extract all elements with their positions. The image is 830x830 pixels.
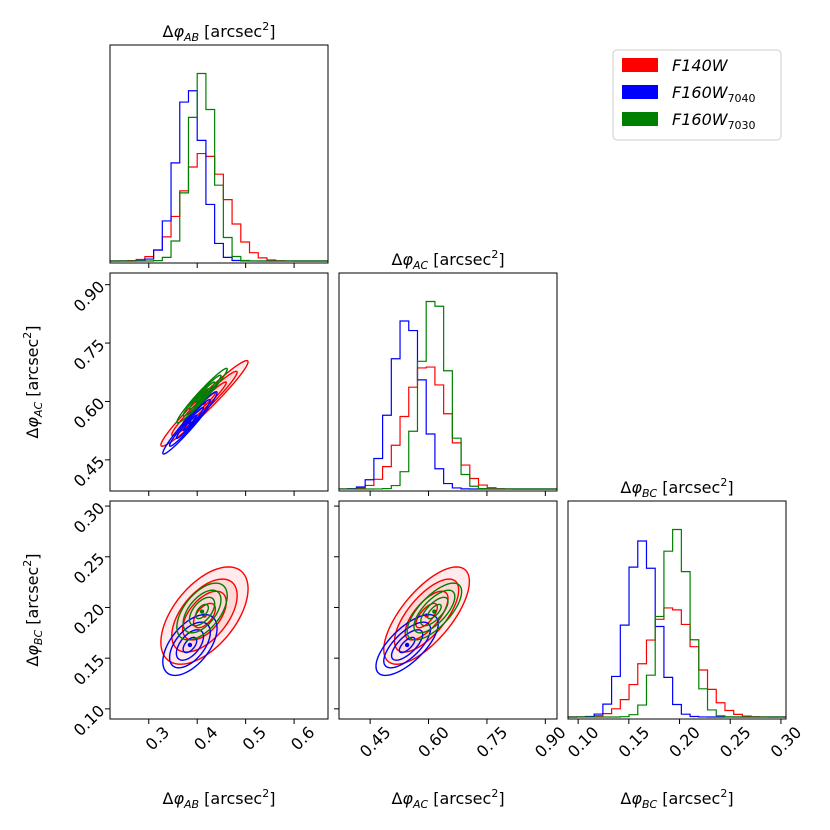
contour-F160W_7030-level-2 bbox=[188, 596, 216, 627]
y-tick-label-AC: 0.75 bbox=[70, 335, 109, 374]
legend-label-F160W_7040: F160W7040 bbox=[672, 83, 756, 105]
y-tick-label-AC: 0.90 bbox=[70, 277, 109, 316]
x-tick-label-AC: 0.45 bbox=[356, 723, 395, 762]
x-tick-label-BC: 0.20 bbox=[665, 723, 704, 762]
contour-F160W_7030-level-1 bbox=[195, 603, 210, 620]
x-axis-BC: 0.10 0.15 0.20 0.25 0.30 ΔφBC [arcsec2] bbox=[564, 719, 805, 811]
mean-point-F160W_7030 bbox=[199, 393, 205, 398]
y-tick-label-BC: 0.30 bbox=[70, 498, 109, 537]
panel-title-AB: ΔφAB [arcsec2] bbox=[163, 20, 276, 44]
contour-panel-AB-BC bbox=[109, 500, 329, 720]
contour-F160W_7040-level-3 bbox=[383, 621, 432, 669]
contour-F160W_7030-level-4 bbox=[406, 582, 463, 641]
x-tick-label-AB: 0.6 bbox=[287, 723, 318, 754]
contour-F160W_7040-level-3 bbox=[168, 621, 211, 669]
hist-AC-F140W bbox=[338, 366, 557, 490]
y-tick-label-BC: 0.20 bbox=[70, 600, 109, 639]
y-axis-label-BC: ΔφBC [arcsec2] bbox=[21, 553, 45, 666]
contour-F140W-level-4 bbox=[160, 566, 249, 665]
x-tick-label-BC: 0.15 bbox=[615, 723, 654, 762]
y-tick-label-AC: 0.45 bbox=[70, 452, 109, 491]
axes-frame bbox=[109, 44, 329, 264]
x-axis-label-BC: ΔφBC [arcsec2] bbox=[620, 787, 733, 811]
x-tick-label-BC: 0.25 bbox=[716, 723, 755, 762]
x-tick-label-AB: 0.4 bbox=[190, 723, 221, 754]
y-tick-label-BC: 0.10 bbox=[70, 701, 109, 740]
x-tick-label-AB: 0.3 bbox=[142, 723, 173, 754]
contour-F160W_7040-level-2 bbox=[390, 629, 424, 661]
panel-title-AC: ΔφAC [arcsec2] bbox=[391, 248, 504, 272]
hist-AB-F160W_7040 bbox=[110, 90, 328, 262]
axes-frame bbox=[338, 500, 558, 720]
x-tick-label-AB: 0.5 bbox=[239, 723, 270, 754]
mean-point-F160W_7040 bbox=[187, 420, 193, 426]
contour-F140W-level-2 bbox=[404, 590, 449, 641]
contour-F160W_7030-level-4 bbox=[176, 367, 228, 424]
mean-point-F160W_7030 bbox=[199, 609, 205, 614]
hist-AB-F160W_7030 bbox=[110, 72, 328, 262]
contour-F160W_7030-level-3 bbox=[182, 374, 222, 417]
mean-point-F160W_7040 bbox=[187, 642, 193, 648]
x-tick-label-AC: 0.60 bbox=[414, 723, 453, 762]
contour-F160W_7030-level-3 bbox=[182, 589, 222, 634]
axes-frame bbox=[109, 500, 329, 720]
legend-swatch-F140W bbox=[622, 58, 658, 72]
contour-F160W_7040-level-1 bbox=[398, 636, 416, 654]
x-tick-label-AC: 0.75 bbox=[473, 723, 512, 762]
contour-F160W_7030-level-2 bbox=[420, 596, 449, 627]
legend-swatch-F160W_7040 bbox=[622, 85, 658, 99]
x-axis-AB: 0.3 0.4 0.5 0.6 ΔφAB [arcsec2] bbox=[142, 263, 318, 811]
contour-F160W_7040-level-2 bbox=[175, 406, 205, 440]
x-axis-label-AB: ΔφAB [arcsec2] bbox=[163, 787, 276, 811]
mean-point-F160W_7030 bbox=[432, 609, 437, 614]
contour-F160W_7040-level-2 bbox=[175, 629, 205, 661]
hist-AB-F140W bbox=[109, 152, 328, 262]
contour-F160W_7030-level-2 bbox=[188, 381, 216, 410]
legend-label-F140W: F140W bbox=[672, 56, 729, 75]
contour-F160W_7030-level-3 bbox=[413, 589, 456, 634]
axes-frame bbox=[567, 500, 787, 720]
contour-panel-AB-AC bbox=[109, 272, 329, 492]
contour-F160W_7030-level-1 bbox=[195, 388, 210, 404]
hist-panel-AB: ΔφAB [arcsec2] bbox=[109, 20, 329, 264]
contour-F140W-level-4 bbox=[383, 566, 471, 665]
y-axis-label-AC: ΔφAC [arcsec2] bbox=[21, 325, 45, 438]
contour-F160W_7030-level-1 bbox=[426, 603, 442, 620]
contour-F140W-level-3 bbox=[171, 578, 238, 653]
legend: F140W F160W7040 F160W7030 bbox=[612, 49, 782, 141]
legend-swatch-F160W_7030 bbox=[622, 112, 658, 126]
hist-panel-AC: ΔφAC [arcsec2] bbox=[338, 248, 558, 492]
y-tick-label-AC: 0.60 bbox=[70, 394, 109, 433]
hist-BC-F140W bbox=[567, 607, 787, 718]
y-tick-label-BC: 0.25 bbox=[70, 549, 109, 588]
hist-BC-F160W_7040 bbox=[567, 540, 786, 718]
y-tick-label-BC: 0.15 bbox=[70, 651, 109, 690]
axes-frame bbox=[109, 272, 329, 492]
x-axis-label-AC: ΔφAC [arcsec2] bbox=[391, 787, 504, 811]
contour-F160W_7040-level-4 bbox=[162, 613, 218, 677]
hist-panel-BC: ΔφBC [arcsec2] bbox=[567, 476, 787, 720]
mean-point-F160W_7040 bbox=[404, 642, 410, 648]
legend-label-F160W_7030: F160W7030 bbox=[672, 110, 756, 132]
x-tick-label-AC: 0.90 bbox=[531, 723, 570, 762]
contour-F160W_7040-level-1 bbox=[182, 414, 198, 432]
contour-F160W_7040-level-3 bbox=[168, 398, 211, 447]
axes-frame bbox=[338, 272, 558, 492]
contour-F160W_7030-level-4 bbox=[176, 582, 228, 641]
hist-AC-F160W_7040 bbox=[338, 320, 557, 490]
panel-title-BC: ΔφBC [arcsec2] bbox=[620, 476, 733, 500]
contour-panel-AC-BC bbox=[338, 500, 558, 720]
x-tick-label-BC: 0.10 bbox=[564, 723, 603, 762]
contour-F160W_7040-level-4 bbox=[375, 613, 439, 677]
x-tick-label-BC: 0.30 bbox=[767, 723, 806, 762]
hist-BC-F160W_7030 bbox=[568, 528, 786, 718]
hist-AC-F160W_7030 bbox=[339, 300, 557, 490]
y-axis-AC: 0.45 0.60 0.75 0.90 ΔφAC [arcsec2] bbox=[21, 277, 110, 491]
contour-F160W_7040-level-1 bbox=[182, 636, 198, 654]
